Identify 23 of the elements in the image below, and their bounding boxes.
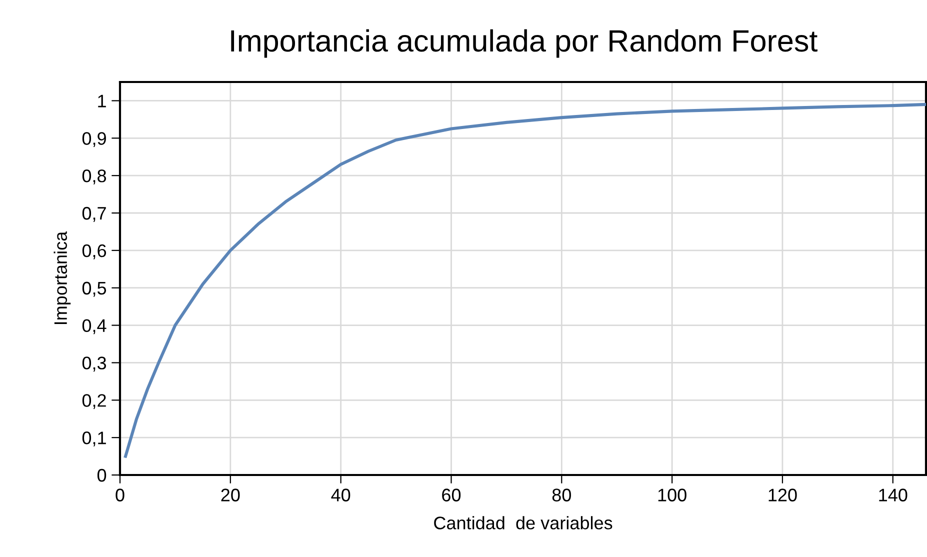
x-tick-label: 80 <box>552 488 571 502</box>
y-tick-label: 0 <box>97 468 106 482</box>
y-tick-label: 0,8 <box>82 170 106 184</box>
y-tick-label: 0,1 <box>82 432 106 446</box>
y-tick-label: 0,5 <box>82 282 106 297</box>
x-tick-label: 40 <box>331 488 350 502</box>
x-tick-label: 20 <box>221 488 240 502</box>
x-tick-label: 0 <box>116 488 124 502</box>
x-tick-label: 140 <box>879 488 908 502</box>
x-axis-title: Cantidad de variables <box>434 516 612 530</box>
y-axis-title: Importanica <box>54 231 71 324</box>
x-tick-label: 60 <box>442 488 461 502</box>
chart-title: Importancia acumulada por Random Forest <box>231 29 818 58</box>
y-tick-label: 1 <box>98 94 106 108</box>
y-tick-label: 0,4 <box>82 319 106 334</box>
x-tick-label: 100 <box>658 488 686 502</box>
y-tick-label: 0,3 <box>82 356 106 372</box>
y-tick-label: 0,7 <box>82 206 106 222</box>
y-tick-label: 0,9 <box>82 132 106 147</box>
y-tick-label: 0,2 <box>82 394 106 409</box>
line-series <box>124 102 926 458</box>
x-tick-label: 120 <box>768 488 797 502</box>
y-tick-label: 0,6 <box>82 244 106 260</box>
